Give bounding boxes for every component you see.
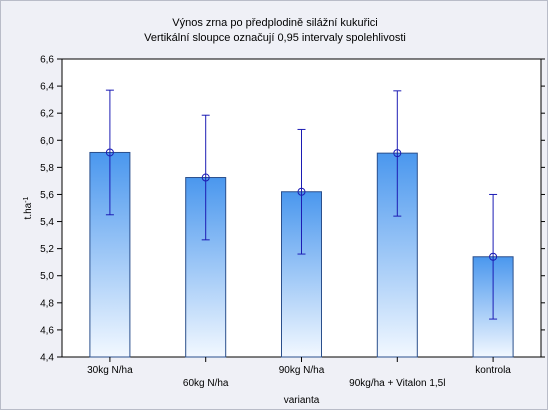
y-tick-label: 5,0 [40, 271, 54, 282]
x-tick-label: kontrola [475, 365, 511, 376]
x-axis-label: varianta [284, 395, 320, 406]
mean-marker [489, 252, 498, 261]
mean-marker [201, 173, 210, 182]
y-tick-label: 5,4 [40, 217, 54, 228]
mean-marker [393, 149, 402, 158]
y-tick-label: 6,0 [40, 136, 54, 147]
chart-subtitle: Vertikální sloupce označují 0,95 interva… [144, 32, 406, 44]
y-tick-label: 6,4 [40, 82, 54, 93]
chart-title: Výnos zrna po předplodině silážní kukuři… [172, 17, 378, 29]
x-tick-label: 90kg N/ha [279, 365, 325, 376]
y-tick-label: 4,4 [40, 353, 54, 364]
y-tick-label: 5,6 [40, 190, 54, 201]
y-tick-label: 5,2 [40, 244, 54, 255]
y-tick-label: 4,8 [40, 298, 54, 309]
y-tick-label: 4,6 [40, 325, 54, 336]
y-tick-label: 6,6 [40, 55, 54, 66]
x-tick-label: 90kg/ha + Vitalon 1,5l [349, 378, 445, 389]
y-tick-label: 6,2 [40, 109, 54, 120]
mean-marker [297, 187, 306, 196]
y-axis-label: t.ha-1 [23, 196, 35, 219]
x-tick-label: 30kg N/ha [87, 365, 133, 376]
y-tick-label: 5,8 [40, 163, 54, 174]
x-tick-label: 60kg N/ha [183, 378, 229, 389]
mean-marker [105, 148, 114, 157]
